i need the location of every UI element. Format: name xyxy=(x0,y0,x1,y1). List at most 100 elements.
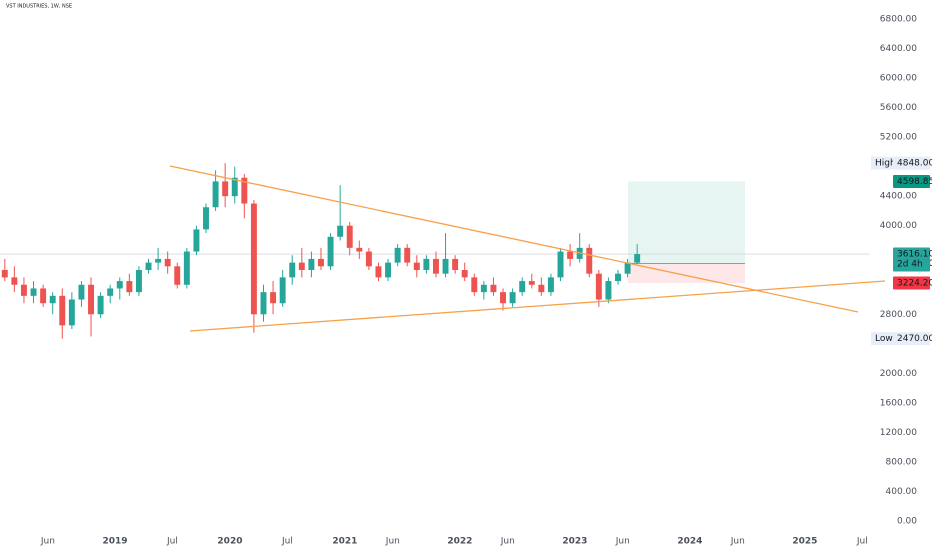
y-tick-label: 2000.00 xyxy=(880,369,917,379)
x-tick-label: 2020 xyxy=(217,537,242,547)
chart-title: VST INDUSTRIES, 1W, NSE xyxy=(6,4,72,10)
target-label-box xyxy=(893,174,930,188)
candle-body xyxy=(624,262,631,274)
candle-body xyxy=(595,273,602,300)
x-tick-label: Jun xyxy=(40,537,55,547)
candle-body xyxy=(164,258,171,267)
candle-body xyxy=(404,247,411,263)
candle-body xyxy=(471,277,478,293)
countdown: 2d 4h xyxy=(897,260,923,270)
candle-body xyxy=(385,262,392,278)
candle-body xyxy=(547,277,554,293)
candle-body xyxy=(528,281,535,285)
candle-body xyxy=(289,262,296,278)
candle-body xyxy=(30,288,37,296)
candle-body xyxy=(135,270,142,293)
candle-body xyxy=(308,258,315,270)
plot xyxy=(0,163,870,339)
candle-body xyxy=(356,247,363,252)
candle-body xyxy=(432,258,439,274)
y-tick-label: 400.00 xyxy=(886,487,918,497)
x-tick-label: 2024 xyxy=(677,537,702,547)
last-price-label-box xyxy=(893,247,930,272)
candle-body xyxy=(538,284,545,293)
candle-body xyxy=(442,258,449,274)
candle-body xyxy=(394,247,401,263)
x-tick-label: 2025 xyxy=(792,537,817,547)
candle-body xyxy=(375,266,382,278)
x-tick-label: 2021 xyxy=(332,537,357,547)
extreme-label-box xyxy=(893,332,930,346)
x-tick-label: Jul xyxy=(856,537,868,547)
extreme-tag: Low xyxy=(875,334,893,344)
candle-body xyxy=(193,229,200,252)
y-tick-label: 1200.00 xyxy=(880,428,917,438)
extreme-label: 2470.00 xyxy=(897,334,932,344)
candle-body xyxy=(126,281,133,293)
candle-body xyxy=(615,273,621,282)
candle-body xyxy=(203,207,209,230)
candle-body xyxy=(586,247,593,274)
candle-body xyxy=(212,181,219,208)
y-tick-label: 800.00 xyxy=(886,457,918,467)
candle-body xyxy=(155,258,162,263)
candle-body xyxy=(490,284,497,293)
candle-body xyxy=(298,262,305,270)
candle-body xyxy=(346,225,353,248)
candle-body xyxy=(222,181,229,197)
candle-body xyxy=(241,177,248,204)
candle-body xyxy=(365,251,372,267)
y-tick-label: 0.00 xyxy=(897,517,917,527)
candle-body xyxy=(49,295,56,304)
position-loss-zone xyxy=(628,263,745,283)
candle-body xyxy=(116,281,123,289)
candle-body xyxy=(509,292,516,304)
y-tick-label: 5200.00 xyxy=(880,133,917,143)
candle-body xyxy=(461,270,468,278)
x-tick-label: 2019 xyxy=(102,537,127,547)
candle-body xyxy=(500,292,506,304)
candle-body xyxy=(59,295,66,326)
candle-body xyxy=(250,203,257,315)
x-tick-label: Jun xyxy=(615,537,630,547)
x-tick-label: Jun xyxy=(385,537,400,547)
y-tick-label: 6800.00 xyxy=(880,15,917,25)
overlay: 0.00 400.00 800.00 1200.00 1600.00 2000.00 280… xyxy=(40,15,932,547)
candle-body xyxy=(634,254,641,263)
extreme-tag-box xyxy=(871,156,893,170)
trend-line-upper xyxy=(169,165,859,313)
candle-body xyxy=(557,251,564,278)
y-tick-label: 6000.00 xyxy=(880,74,917,84)
candle-body xyxy=(183,251,190,285)
x-tick-label: Jun xyxy=(500,537,515,547)
extreme-label: 4848.00 xyxy=(897,159,932,169)
y-tick-label: 2800.00 xyxy=(880,310,917,320)
x-tick-label: Jun xyxy=(730,537,745,547)
x-tick-label: 2022 xyxy=(447,537,472,547)
candle-body xyxy=(279,277,286,304)
candle-body xyxy=(20,284,27,296)
candle-body xyxy=(145,262,152,270)
last-price-label: 3616.10 xyxy=(897,250,932,260)
candle-body xyxy=(452,258,459,270)
candle-body xyxy=(260,292,267,315)
extreme-label-box xyxy=(893,156,930,170)
candle-body xyxy=(68,299,75,326)
candle-body xyxy=(88,284,94,315)
candle-body xyxy=(40,288,47,304)
stop-label: 3224.20 xyxy=(897,278,932,288)
position-profit-zone xyxy=(628,181,745,264)
stop-label-box xyxy=(893,276,930,290)
candle-body xyxy=(327,236,334,267)
candle-body xyxy=(78,284,85,300)
y-tick-label: 1600.00 xyxy=(880,398,917,408)
x-tick-label: Jul xyxy=(166,537,178,547)
target-label: 4598.85 xyxy=(897,177,932,187)
candle-body xyxy=(270,292,277,304)
trend-line-lower xyxy=(189,280,886,332)
candle-body xyxy=(567,251,574,259)
candle-body xyxy=(519,281,526,293)
candle-body xyxy=(1,270,8,278)
candle-body xyxy=(231,177,238,197)
